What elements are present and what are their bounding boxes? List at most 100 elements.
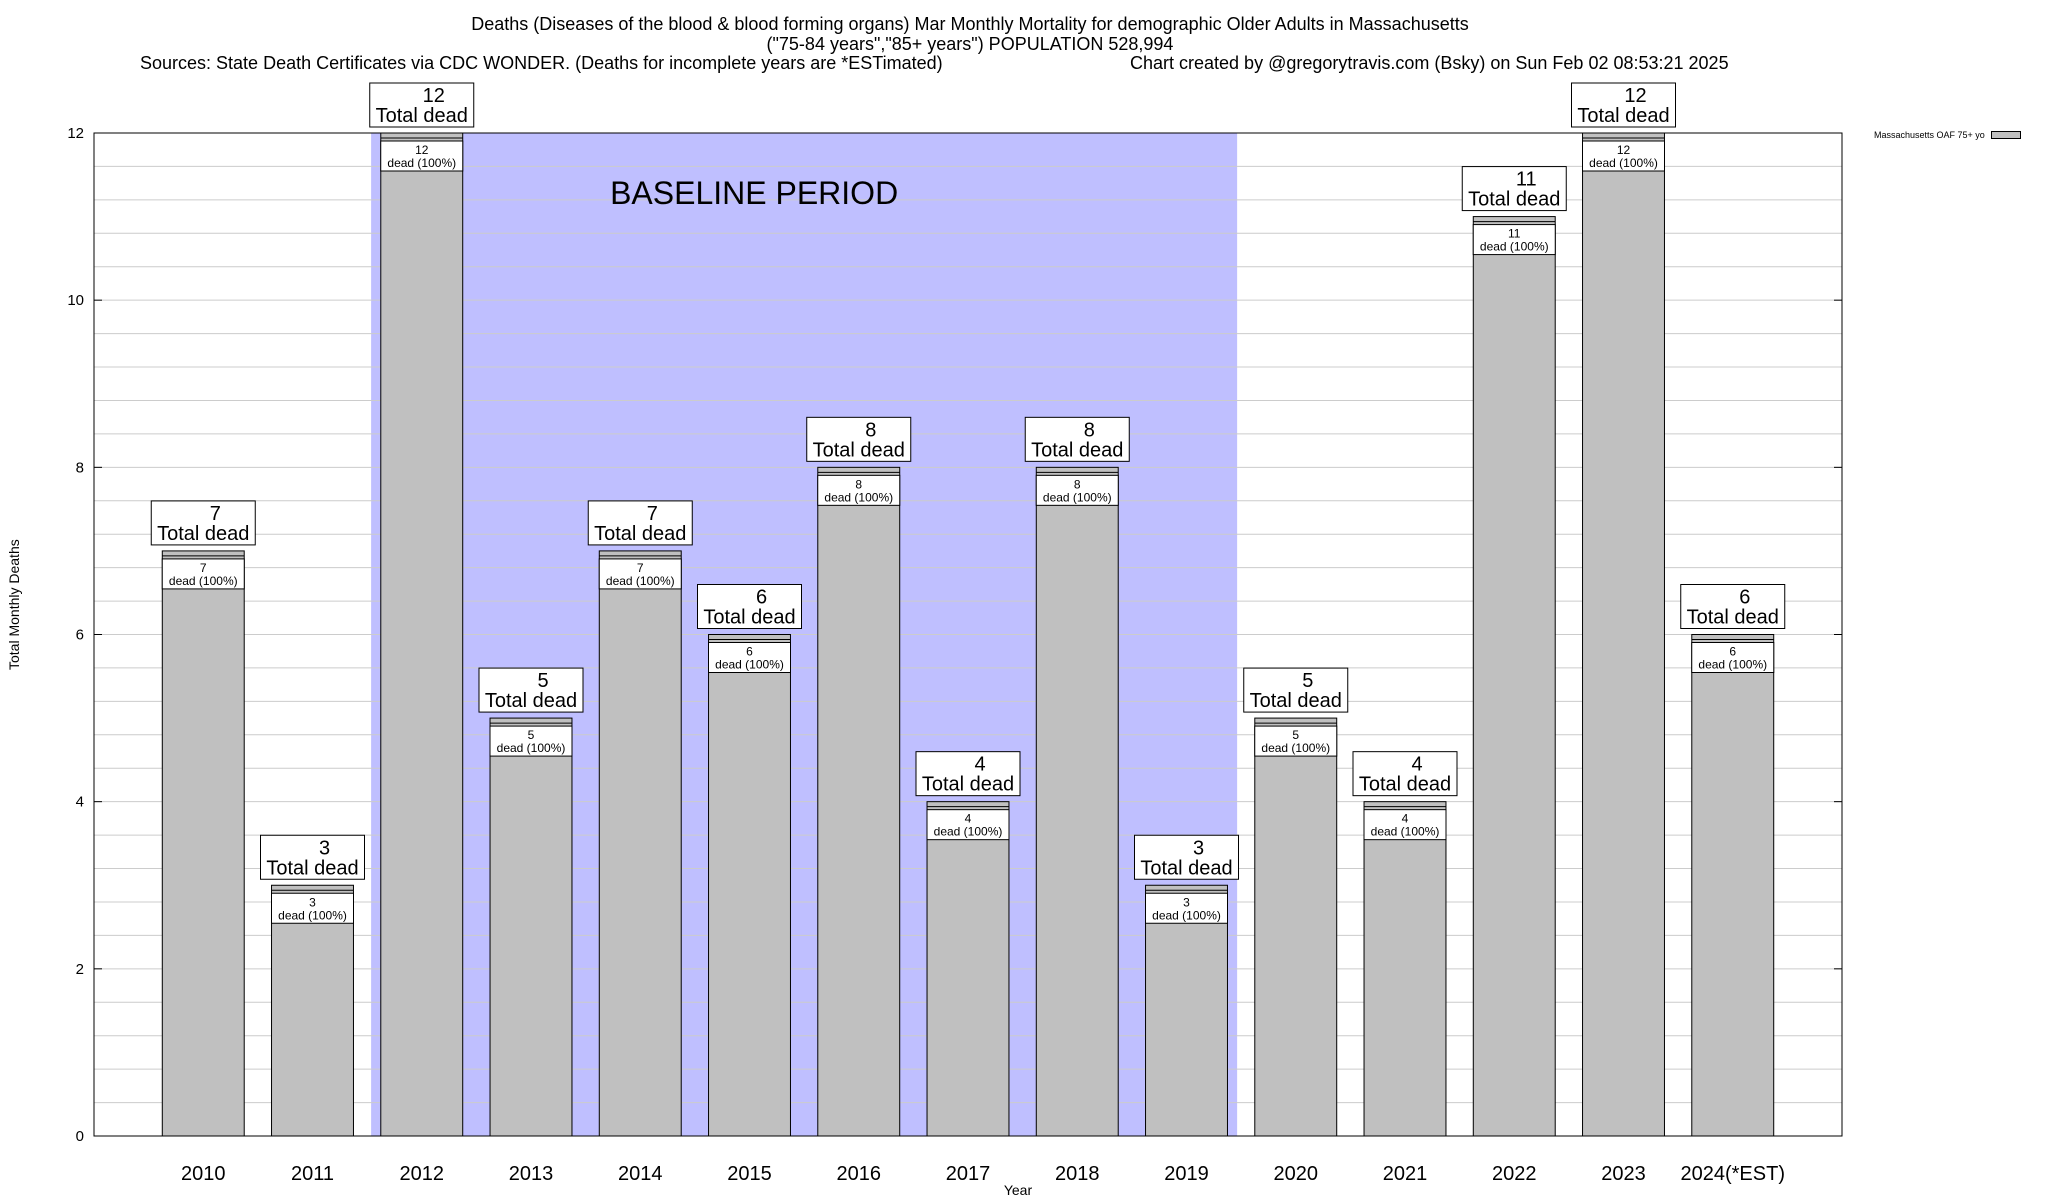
y-tick-label: 0	[76, 1128, 84, 1145]
total-label-text: Total dead	[1687, 607, 1779, 629]
x-tick-label: 2019	[1164, 1163, 1209, 1185]
total-label-value: 4	[1411, 754, 1422, 776]
total-label-value: 7	[647, 503, 658, 525]
total-label-text: Total dead	[1140, 857, 1232, 879]
y-tick-label: 12	[67, 125, 84, 142]
total-label-box	[478, 667, 584, 713]
total-label-box	[1571, 82, 1676, 128]
total-label-box	[260, 834, 365, 880]
bar	[161, 550, 245, 1137]
credit-note: Chart created by @gregorytravis.com (Bsk…	[1130, 53, 1729, 73]
inner-label-box	[1472, 224, 1556, 256]
bar	[380, 132, 464, 1137]
inner-label-box	[1582, 140, 1665, 172]
total-label-box	[1352, 751, 1458, 797]
total-label-value: 11	[1516, 169, 1537, 191]
x-tick-label: 2016	[837, 1163, 882, 1185]
x-tick-label: 2011	[291, 1163, 334, 1185]
total-label-text: Total dead	[1577, 105, 1669, 127]
inner-label-text: dead (100%)	[387, 156, 456, 170]
total-label-value: 7	[210, 503, 221, 525]
x-tick-label: 2010	[181, 1163, 226, 1185]
x-tick-label: 2014	[618, 1163, 663, 1185]
inner-label-text: dead (100%)	[169, 574, 238, 588]
inner-label-text: dead (100%)	[278, 908, 347, 922]
total-label-text: Total dead	[813, 439, 905, 461]
total-label-box	[1134, 834, 1239, 880]
inner-label-box	[380, 140, 464, 172]
total-label-value: 3	[319, 837, 330, 859]
x-tick-label: 2012	[400, 1163, 445, 1185]
inner-label-box	[1691, 642, 1775, 673]
total-label-text: Total dead	[157, 523, 249, 545]
total-label-value: 12	[1624, 85, 1646, 107]
source-note: Sources: State Death Certificates via CD…	[140, 53, 943, 73]
total-label-text: Total dead	[1468, 189, 1560, 211]
total-label-box	[150, 500, 256, 546]
total-label-box	[587, 500, 693, 546]
inner-label-box	[817, 474, 901, 506]
chart-title: Deaths (Diseases of the blood & blood fo…	[471, 14, 1469, 34]
bar	[271, 884, 354, 1137]
x-tick-label: 2013	[509, 1163, 554, 1185]
chart-subtitle: ("75-84 years","85+ years") POPULATION 5…	[766, 34, 1174, 54]
bar	[1254, 717, 1338, 1137]
inner-label-box	[489, 725, 573, 757]
x-tick-label: 2018	[1055, 1163, 1100, 1185]
total-label-box	[1461, 166, 1567, 212]
x-tick-label: 2020	[1274, 1163, 1319, 1185]
inner-label-box	[1254, 725, 1338, 757]
inner-label-box	[1035, 474, 1119, 506]
inner-label-text: dead (100%)	[1152, 908, 1221, 922]
total-label-box	[806, 416, 912, 462]
inner-label-value: 6	[1729, 645, 1736, 659]
inner-label-value: 8	[1074, 477, 1081, 491]
inner-label-box	[1363, 809, 1447, 841]
inner-label-text: dead (100%)	[1261, 741, 1330, 755]
bar	[817, 466, 901, 1137]
inner-label-value: 4	[965, 812, 972, 826]
x-tick-label: 2017	[946, 1163, 991, 1185]
inner-label-text: dead (100%)	[934, 825, 1003, 839]
inner-label-text: dead (100%)	[715, 658, 784, 672]
inner-label-value: 3	[1183, 895, 1190, 909]
bar	[598, 550, 682, 1137]
total-label-text: Total dead	[485, 690, 577, 712]
inner-label-text: dead (100%)	[1698, 658, 1767, 672]
inner-label-text: dead (100%)	[1480, 240, 1549, 254]
total-label-box	[1680, 584, 1786, 629]
total-label-value: 6	[1739, 587, 1750, 609]
inner-label-box	[161, 558, 245, 590]
inner-label-box	[1145, 892, 1228, 924]
x-tick-label: 2022	[1492, 1163, 1537, 1185]
x-tick-label: 2023	[1601, 1163, 1646, 1185]
x-tick-label: 2021	[1383, 1163, 1428, 1185]
total-label-value: 3	[1193, 837, 1204, 859]
legend: Massachusetts OAF 75+ yo	[1874, 130, 2021, 140]
bar	[489, 717, 573, 1137]
bar	[926, 801, 1010, 1137]
inner-label-value: 3	[309, 895, 316, 909]
bar	[1145, 884, 1228, 1137]
inner-label-box	[271, 892, 354, 924]
inner-label-text: dead (100%)	[1043, 490, 1112, 504]
y-tick-label: 8	[76, 459, 84, 476]
y-tick-label: 4	[76, 794, 84, 811]
bar	[1035, 466, 1119, 1137]
total-label-text: Total dead	[1359, 774, 1451, 796]
total-label-box	[697, 584, 802, 629]
inner-label-box	[598, 558, 682, 590]
total-label-text: Total dead	[1250, 690, 1342, 712]
inner-label-text: dead (100%)	[606, 574, 675, 588]
inner-label-value: 12	[1617, 143, 1631, 157]
inner-label-value: 4	[1402, 812, 1409, 826]
inner-label-value: 6	[746, 645, 753, 659]
total-label-text: Total dead	[1031, 439, 1123, 461]
total-label-value: 4	[974, 754, 985, 776]
inner-label-value: 7	[637, 561, 644, 575]
x-tick-label: 2024(*EST)	[1681, 1163, 1786, 1185]
baseline-label: BASELINE PERIOD	[610, 175, 898, 211]
y-axis-label: Total Monthly Deaths	[6, 539, 22, 670]
total-label-value: 5	[1302, 670, 1313, 692]
